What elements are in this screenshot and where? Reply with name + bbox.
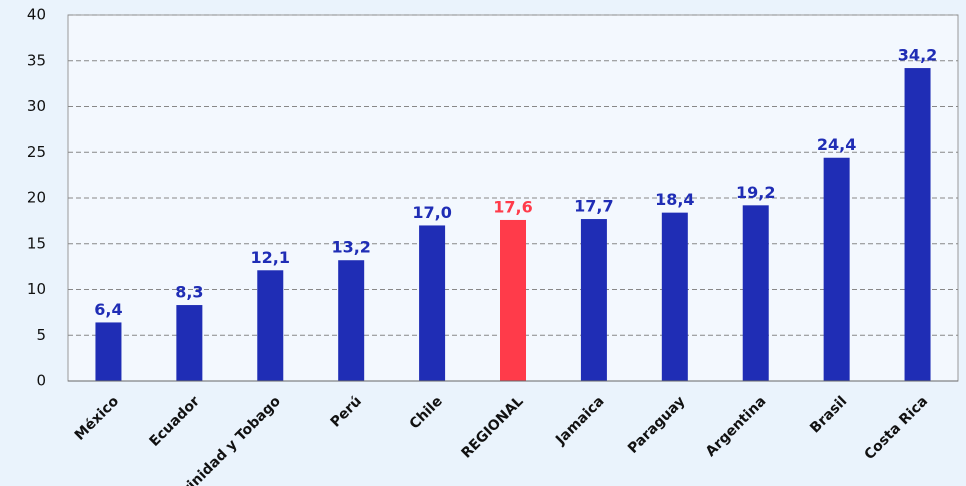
x-tick-label: Perú — [328, 393, 365, 430]
bar — [580, 219, 607, 381]
value-label: 18,4 — [655, 190, 694, 209]
bar — [176, 305, 203, 381]
bar — [257, 270, 284, 381]
value-label: 19,2 — [736, 183, 775, 202]
x-tick-label: Ecuador — [147, 393, 204, 450]
x-tick-label: Brasil — [807, 393, 850, 436]
bar — [500, 219, 526, 381]
y-tick-label: 15 — [27, 234, 46, 252]
bar — [338, 260, 365, 381]
value-label: 17,6 — [493, 197, 532, 216]
bar — [742, 205, 769, 381]
value-label: 8,3 — [175, 283, 203, 302]
y-tick-label: 0 — [36, 372, 46, 390]
value-label: 34,2 — [898, 46, 937, 65]
value-label: 12,1 — [251, 248, 290, 267]
bar — [904, 68, 931, 381]
y-tick-label: 5 — [36, 326, 46, 344]
x-tick-label: Argentina — [703, 393, 770, 460]
value-label: 13,2 — [331, 238, 370, 257]
value-label: 17,0 — [412, 203, 451, 222]
x-tick-label: Chile — [407, 393, 446, 432]
value-label: 24,4 — [817, 135, 856, 154]
x-tick-label: Costa Rica — [861, 393, 931, 463]
bar — [419, 225, 446, 381]
x-tick-label: Paraguay — [625, 393, 689, 457]
value-label: 17,7 — [574, 197, 613, 216]
x-tick-label: REGIONAL — [458, 393, 526, 461]
y-tick-label: 40 — [27, 6, 46, 24]
value-label: 6,4 — [94, 300, 122, 319]
y-tick-label: 35 — [27, 51, 46, 69]
x-tick-label: México — [72, 393, 123, 444]
bar — [823, 157, 850, 381]
bar — [95, 322, 122, 381]
x-tick-label: Jamaica — [552, 393, 607, 448]
y-tick-label: 20 — [27, 189, 46, 207]
y-tick-label: 30 — [27, 97, 46, 115]
y-tick-label: 10 — [27, 280, 46, 298]
bar — [661, 212, 688, 381]
y-tick-label: 25 — [27, 143, 46, 161]
